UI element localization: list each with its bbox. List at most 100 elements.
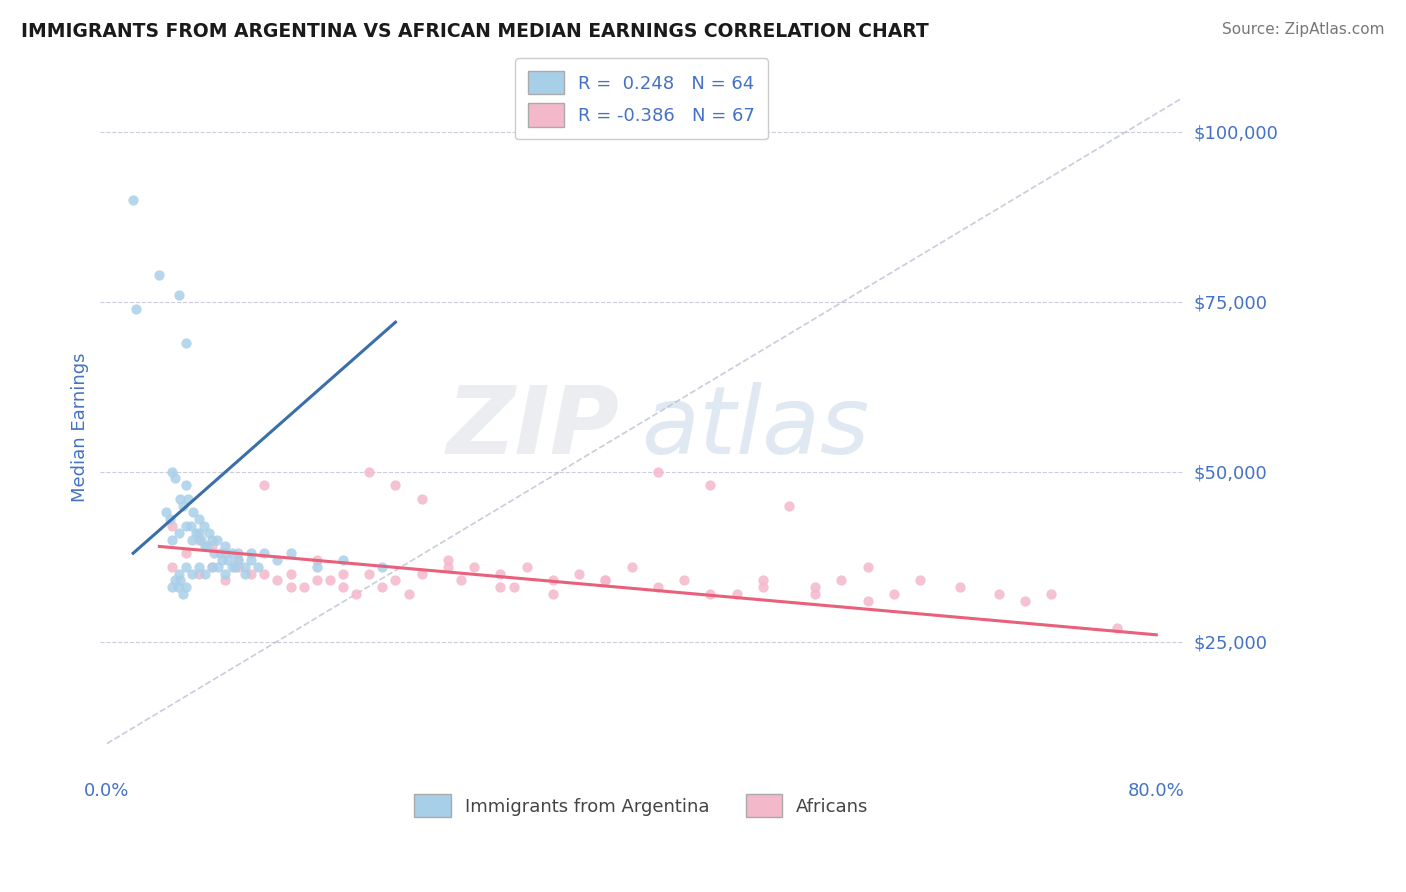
- Point: [208, 546, 231, 560]
- Point: [305, 553, 328, 567]
- Legend: Immigrants from Argentina, Africans: Immigrants from Argentina, Africans: [408, 787, 876, 824]
- Point: [165, 471, 187, 485]
- Point: [804, 580, 827, 594]
- Point: [214, 574, 236, 588]
- Point: [183, 506, 205, 520]
- Point: [172, 499, 194, 513]
- Point: [148, 268, 170, 282]
- Point: [437, 559, 460, 574]
- Point: [226, 553, 249, 567]
- Point: [450, 574, 472, 588]
- Point: [908, 574, 931, 588]
- Point: [856, 559, 879, 574]
- Point: [568, 566, 591, 581]
- Point: [673, 574, 696, 588]
- Point: [371, 580, 394, 594]
- Point: [217, 553, 239, 567]
- Point: [699, 478, 721, 492]
- Point: [167, 288, 190, 302]
- Text: atlas: atlas: [641, 382, 870, 473]
- Point: [987, 587, 1010, 601]
- Point: [384, 574, 406, 588]
- Point: [155, 506, 177, 520]
- Point: [184, 525, 207, 540]
- Point: [187, 533, 209, 547]
- Point: [162, 559, 184, 574]
- Point: [169, 574, 191, 588]
- Point: [305, 559, 328, 574]
- Point: [125, 301, 148, 316]
- Point: [280, 580, 302, 594]
- Point: [541, 574, 564, 588]
- Point: [305, 574, 328, 588]
- Point: [502, 580, 524, 594]
- Point: [180, 519, 202, 533]
- Point: [595, 574, 617, 588]
- Point: [332, 580, 354, 594]
- Point: [541, 587, 564, 601]
- Point: [193, 519, 215, 533]
- Point: [201, 533, 224, 547]
- Point: [224, 559, 246, 574]
- Point: [233, 566, 256, 581]
- Point: [246, 559, 269, 574]
- Point: [198, 525, 221, 540]
- Point: [883, 587, 905, 601]
- Point: [489, 580, 512, 594]
- Point: [167, 525, 190, 540]
- Point: [195, 540, 218, 554]
- Point: [371, 559, 394, 574]
- Point: [725, 587, 748, 601]
- Point: [398, 587, 420, 601]
- Point: [253, 546, 276, 560]
- Point: [266, 574, 288, 588]
- Point: [174, 546, 197, 560]
- Point: [280, 566, 302, 581]
- Point: [595, 574, 617, 588]
- Point: [172, 587, 194, 601]
- Text: ZIP: ZIP: [447, 382, 620, 474]
- Point: [1105, 621, 1128, 635]
- Point: [1014, 594, 1036, 608]
- Point: [240, 546, 263, 560]
- Point: [166, 580, 188, 594]
- Point: [233, 559, 256, 574]
- Point: [344, 587, 367, 601]
- Point: [411, 566, 433, 581]
- Point: [122, 193, 145, 207]
- Text: Source: ZipAtlas.com: Source: ZipAtlas.com: [1222, 22, 1385, 37]
- Point: [214, 546, 236, 560]
- Point: [214, 540, 236, 554]
- Point: [207, 559, 229, 574]
- Point: [214, 566, 236, 581]
- Point: [463, 559, 485, 574]
- Point: [253, 566, 276, 581]
- Point: [830, 574, 852, 588]
- Point: [778, 499, 800, 513]
- Point: [167, 566, 190, 581]
- Point: [187, 559, 209, 574]
- Point: [194, 566, 217, 581]
- Y-axis label: Median Earnings: Median Earnings: [72, 352, 89, 502]
- Point: [1040, 587, 1063, 601]
- Point: [174, 519, 197, 533]
- Point: [174, 580, 197, 594]
- Point: [162, 580, 184, 594]
- Point: [752, 580, 775, 594]
- Point: [187, 512, 209, 526]
- Point: [201, 559, 224, 574]
- Point: [221, 559, 243, 574]
- Text: IMMIGRANTS FROM ARGENTINA VS AFRICAN MEDIAN EARNINGS CORRELATION CHART: IMMIGRANTS FROM ARGENTINA VS AFRICAN MED…: [21, 22, 929, 41]
- Point: [752, 574, 775, 588]
- Point: [359, 465, 381, 479]
- Point: [856, 594, 879, 608]
- Point: [253, 478, 276, 492]
- Point: [201, 559, 224, 574]
- Point: [205, 533, 228, 547]
- Point: [332, 566, 354, 581]
- Point: [165, 574, 187, 588]
- Point: [221, 546, 243, 560]
- Point: [240, 566, 263, 581]
- Point: [240, 553, 263, 567]
- Point: [489, 566, 512, 581]
